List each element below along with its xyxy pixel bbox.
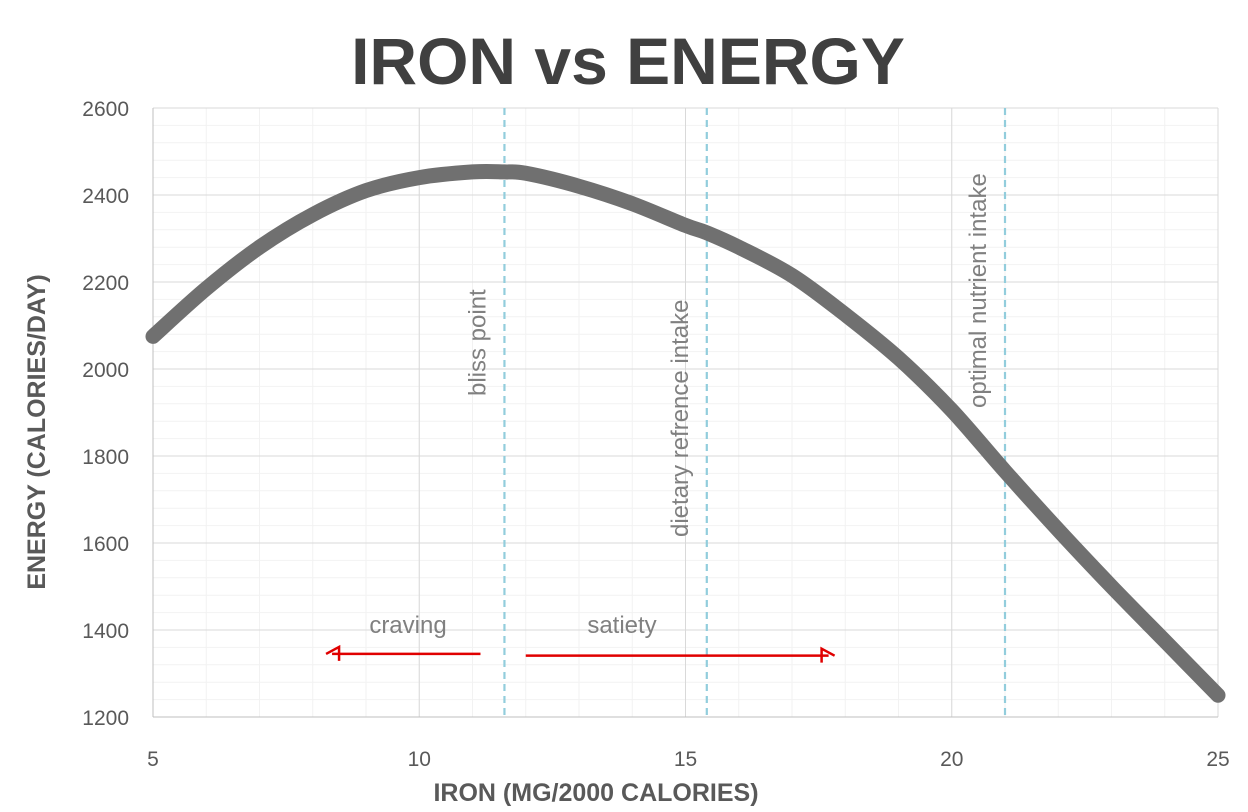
annotation-arrows: craving satiety [325,612,836,663]
y-axis-label: ENERGY (CALORIES/DAY) [23,274,51,589]
x-tick-label: 25 [1206,748,1229,771]
x-tick-label: 5 [147,748,159,771]
y-tick-label: 2200 [82,272,129,295]
arrow-label: satiety [587,612,656,639]
y-tick-label: 1600 [82,533,129,556]
arrow-head [820,646,836,663]
series-group [145,163,1226,703]
reference-line-label: dietary refrence intake [667,300,694,537]
x-tick-labels: 5 10 15 20 25 [147,748,1230,771]
x-tick-label: 20 [940,748,963,771]
reference-line-label: bliss point [464,289,491,396]
reference-line-label: optimal nutrient intake [965,173,992,408]
y-tick-label: 1800 [82,446,129,469]
arrow-label: craving [369,612,446,639]
x-axis-label: IRON (MG/2000 CALORIES) [433,779,758,807]
y-tick-label: 2600 [82,98,129,121]
y-tick-label: 1400 [82,620,129,643]
axes [152,108,1218,718]
y-tick-label: 2000 [82,359,129,382]
y-tick-label: 2400 [82,185,129,208]
y-tick-label: 1200 [82,707,129,730]
y-tick-labels: 1200 1400 1600 1800 2000 2200 2400 2600 [82,98,129,730]
x-tick-label: 10 [408,748,431,771]
x-tick-label: 15 [674,748,697,771]
chart-title: IRON vs ENERGY [351,24,905,98]
vertical-reference-lines: bliss point dietary refrence intake optima… [464,108,1007,717]
series-line-energy [145,163,1226,703]
arrow-head [325,644,341,661]
